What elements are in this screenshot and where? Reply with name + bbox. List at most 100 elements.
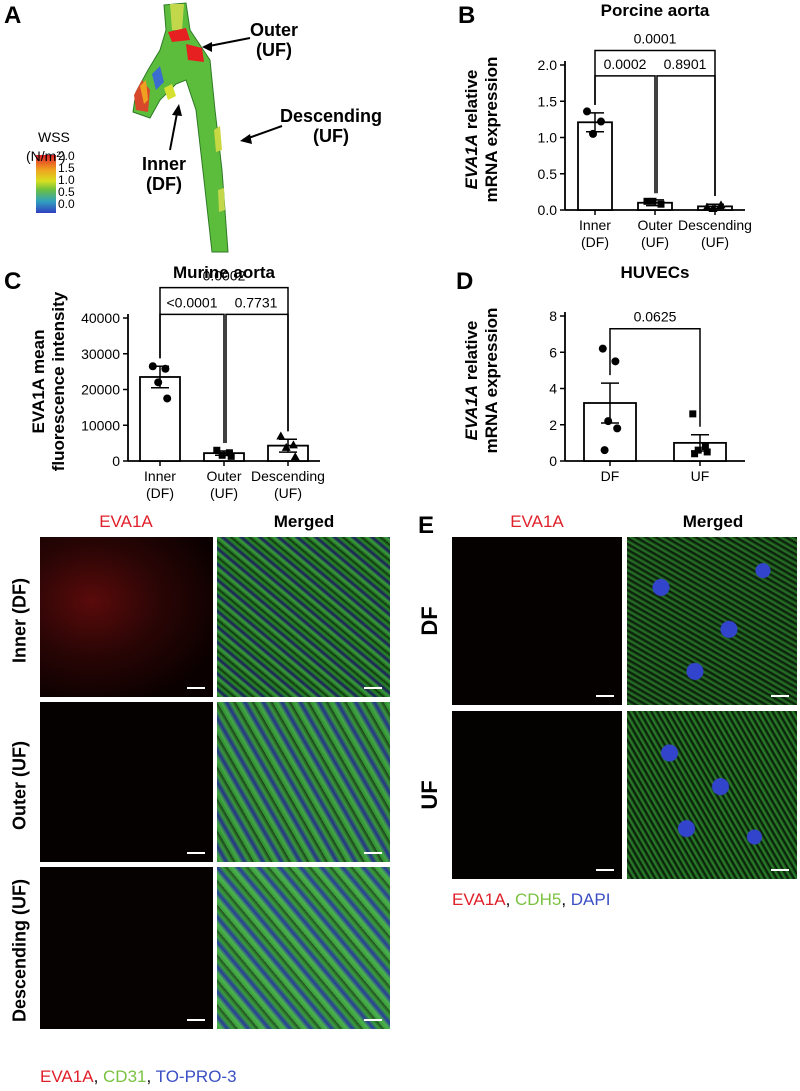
y-axis-label: EVA1A relativemRNA expression	[462, 57, 501, 203]
panel-a: WSS (N/m²) 2.0 1.5 1.0 0.5 0.0 Outer (UF)…	[0, 0, 440, 260]
panel-letter-e: E	[418, 512, 435, 539]
y-tick-label: 20000	[81, 382, 120, 398]
row-label-outer: Outer (UF)	[9, 741, 30, 830]
y-tick-label: 0	[549, 453, 557, 469]
micro-c-inner-merged	[217, 537, 390, 697]
p-value-label: 0.8901	[664, 56, 707, 72]
data-point	[689, 410, 697, 418]
y-tick-label: 4	[549, 381, 557, 397]
y-tick-label: 0.0	[538, 202, 558, 218]
y-tick-label: 1.5	[538, 93, 558, 109]
col-label-eva1a-c: EVA1A	[99, 512, 153, 531]
significance-bracket	[609, 327, 701, 427]
significance-bracket	[594, 49, 716, 196]
y-tick-label: 30000	[81, 346, 120, 362]
aorta-shape	[132, 2, 229, 253]
micro-e-df-eva1a	[452, 537, 622, 705]
x-tick-label: Descending	[678, 217, 752, 233]
data-point	[716, 200, 726, 209]
y-tick-label: 40000	[81, 310, 120, 326]
data-point	[649, 197, 657, 205]
data-point	[694, 446, 702, 454]
x-tick-label: (UF)	[701, 234, 729, 250]
data-point	[598, 344, 607, 353]
legend-c-cd31: CD31	[103, 1067, 147, 1086]
bar	[139, 376, 181, 462]
significance-bracket	[225, 313, 289, 443]
legend-e: EVA1A, CDH5, DAPI	[452, 890, 611, 909]
data-point	[218, 451, 226, 459]
x-tick-label: Inner	[579, 217, 611, 233]
y-tick-label: 8	[549, 308, 557, 324]
data-point	[708, 204, 718, 213]
wss-title: WSS	[38, 129, 70, 145]
y-tick-label: 6	[549, 344, 557, 360]
data-point	[276, 431, 286, 440]
x-tick-label: (UF)	[274, 485, 302, 501]
data-point	[600, 446, 609, 455]
data-point	[643, 197, 651, 205]
chart-d-huvecs: HUVECs EVA1A relativemRNA expression 0 2 4 6 8…	[462, 263, 745, 484]
data-point	[702, 202, 712, 211]
y-axis-label: EVA1A meanfluorescence intensity	[29, 291, 68, 471]
legend-c-topro3: TO-PRO-3	[155, 1067, 237, 1086]
x-tick-label: Outer	[206, 468, 241, 484]
micro-e-df-merged	[627, 537, 797, 705]
data-point	[225, 449, 233, 457]
x-tick-label: (DF)	[146, 485, 174, 501]
micro-c-descending-merged	[217, 867, 390, 1029]
data-point	[657, 200, 665, 208]
colorbar-tick: 2.0	[58, 149, 75, 163]
row-label-uf: UF	[417, 780, 442, 810]
micro-e-uf-eva1a	[452, 711, 622, 879]
x-tick-label: Inner	[144, 468, 176, 484]
panel-letter-b: B	[458, 2, 476, 29]
p-value-label: 0.0625	[634, 309, 677, 325]
x-tick-label: UF	[691, 468, 710, 484]
data-point	[691, 450, 699, 458]
label-inner: Inner (DF)	[142, 154, 187, 194]
data-point	[613, 424, 622, 433]
significance-bracket	[656, 75, 716, 196]
aorta-wss-illustration	[36, 2, 283, 253]
colorbar-tick: 1.5	[58, 161, 75, 175]
y-tick-label: 1.0	[538, 130, 558, 146]
legend-c-eva1a: EVA1A	[40, 1067, 94, 1086]
p-value-label: <0.0001	[167, 294, 218, 310]
y-tick-label: 2	[549, 417, 557, 433]
row-label-df: DF	[417, 606, 442, 636]
legend-c: EVA1A, CD31, TO-PRO-3	[40, 1067, 237, 1086]
col-label-eva1a-e: EVA1A	[510, 512, 564, 531]
y-tick-label: 2.0	[538, 57, 558, 73]
data-point	[227, 452, 235, 460]
data-point	[213, 446, 221, 454]
data-point	[163, 394, 172, 403]
data-point	[148, 362, 157, 371]
y-axis-label: EVA1A relativemRNA expression	[462, 308, 501, 454]
chart-title: Murine aorta	[173, 263, 276, 282]
x-tick-label: Outer	[637, 217, 672, 233]
micro-c-descending-eva1a	[40, 867, 213, 1029]
data-point	[703, 448, 711, 456]
y-tick-label: 10000	[81, 417, 120, 433]
x-tick-label: Descending	[251, 468, 325, 484]
y-tick-label: 0	[112, 453, 120, 469]
wss-colorbar	[36, 155, 56, 213]
data-point	[589, 129, 597, 138]
data-point	[154, 378, 163, 387]
data-point	[281, 442, 291, 451]
col-label-merged-e: Merged	[682, 512, 744, 531]
legend-e-eva1a: EVA1A	[452, 890, 506, 909]
data-point	[583, 107, 591, 116]
micro-e-uf-merged	[627, 711, 797, 879]
data-point	[611, 357, 620, 366]
x-tick-label: (DF)	[581, 234, 609, 250]
col-label-merged-c: Merged	[273, 512, 335, 531]
wss-unit: (N/m²)	[26, 148, 66, 164]
p-value-label: 0.0002	[604, 56, 647, 72]
significance-bracket	[159, 286, 289, 432]
label-descending: Descending (UF)	[280, 106, 383, 146]
p-value-label: 0.0002	[203, 268, 246, 284]
x-tick-label: (UF)	[641, 234, 669, 250]
panel-letter-a: A	[4, 2, 22, 29]
